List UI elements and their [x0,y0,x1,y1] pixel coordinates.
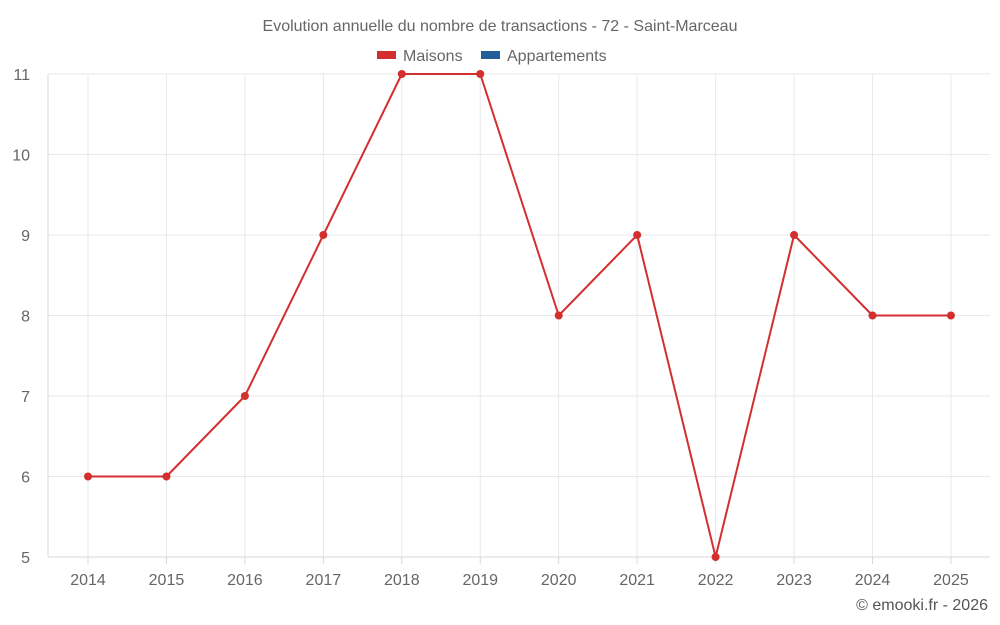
x-tick-label: 2014 [70,572,106,589]
x-tick-label: 2018 [384,572,420,589]
legend-label[interactable]: Maisons [403,48,463,65]
legend-swatch[interactable] [481,51,500,59]
chart-credit: © emooki.fr - 2026 [856,597,988,614]
y-tick-label: 11 [13,67,30,84]
x-tick-label: 2017 [306,572,342,589]
x-tick-label: 2024 [855,572,891,589]
data-point [476,70,485,78]
data-point [790,231,799,239]
legend: Maisons Appartements [377,48,607,65]
x-tick-label: 2025 [933,572,969,589]
axes [47,74,990,564]
chart-title: Evolution annuelle du nombre de transact… [263,18,738,35]
y-tick-label: 7 [21,389,30,406]
data-point [319,231,328,239]
grid-lines [48,73,990,557]
x-tick-label: 2019 [462,572,498,589]
data-point [554,311,563,320]
legend-swatch[interactable] [377,51,396,59]
x-tick-label: 2023 [776,572,812,589]
legend-label[interactable]: Appartements [507,48,607,65]
y-tick-label: 6 [21,470,30,487]
y-tick-label: 9 [21,228,30,245]
x-tick-label: 2016 [227,572,263,589]
data-point [162,472,171,481]
y-tick-label: 8 [21,309,30,326]
x-tick-label: 2015 [149,572,185,589]
data-point [397,70,406,78]
y-tick-label: 5 [21,550,30,567]
data-point [240,392,249,400]
data-point [633,231,642,239]
x-axis-ticks: 2014 2015 2016 2017 2018 2019 2020 2021 2022 2023… [70,572,969,589]
data-point [946,311,955,320]
x-tick-label: 2022 [698,572,734,589]
series-line [87,73,952,558]
series-layer [84,70,955,561]
data-point [868,311,877,320]
y-axis-ticks: 5 6 7 8 9 10 11 [12,67,30,567]
data-point [711,553,720,561]
x-tick-label: 2021 [619,572,655,589]
data-point [84,472,92,481]
x-tick-label: 2020 [541,572,577,589]
y-tick-label: 10 [12,148,30,165]
